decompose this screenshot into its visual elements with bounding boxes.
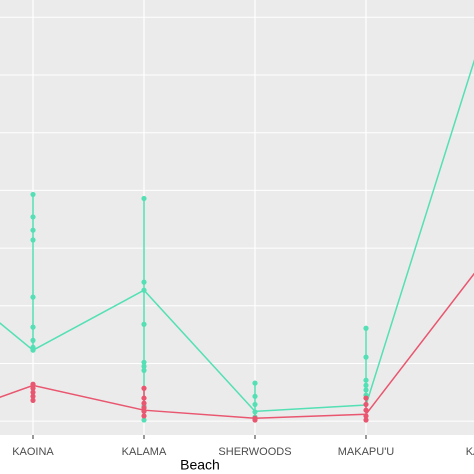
point — [252, 409, 258, 415]
point — [363, 413, 369, 419]
point — [30, 191, 36, 198]
point — [30, 393, 36, 399]
point — [30, 214, 36, 220]
point — [141, 385, 147, 391]
point — [30, 227, 36, 233]
x-tick-label: SHERWOODS — [218, 446, 291, 458]
point — [30, 324, 36, 330]
point — [30, 347, 36, 353]
x-tick-label: KAH — [466, 446, 474, 458]
point — [30, 385, 36, 391]
point — [363, 382, 369, 388]
point — [141, 287, 147, 293]
point — [141, 395, 147, 401]
point — [141, 417, 147, 423]
point — [363, 407, 369, 413]
point — [30, 389, 36, 395]
point — [141, 413, 147, 419]
point — [141, 400, 147, 406]
point — [252, 401, 258, 408]
point — [30, 397, 36, 403]
x-axis-title: Beach — [180, 457, 220, 473]
point — [363, 377, 369, 383]
x-tick-label: MAKAPU'U — [338, 446, 395, 458]
point — [141, 363, 147, 369]
point — [141, 359, 147, 365]
point — [363, 325, 369, 331]
point — [252, 417, 258, 423]
panel — [0, 0, 474, 435]
mean-line — [0, 272, 474, 420]
point — [141, 408, 147, 414]
point — [141, 367, 147, 373]
point — [252, 393, 258, 399]
point — [363, 387, 369, 393]
point — [30, 337, 36, 343]
point — [141, 279, 147, 285]
point — [363, 395, 369, 401]
x-tick-label: KALAMA — [122, 446, 167, 458]
point — [363, 401, 369, 408]
point — [30, 237, 36, 243]
point — [363, 354, 369, 360]
mean-line — [0, 58, 474, 413]
point — [141, 195, 147, 202]
point — [363, 417, 369, 423]
point — [141, 321, 147, 327]
point — [30, 381, 36, 387]
point — [252, 380, 258, 386]
x-tick-label: KAOINA — [12, 446, 54, 458]
point — [30, 294, 36, 300]
